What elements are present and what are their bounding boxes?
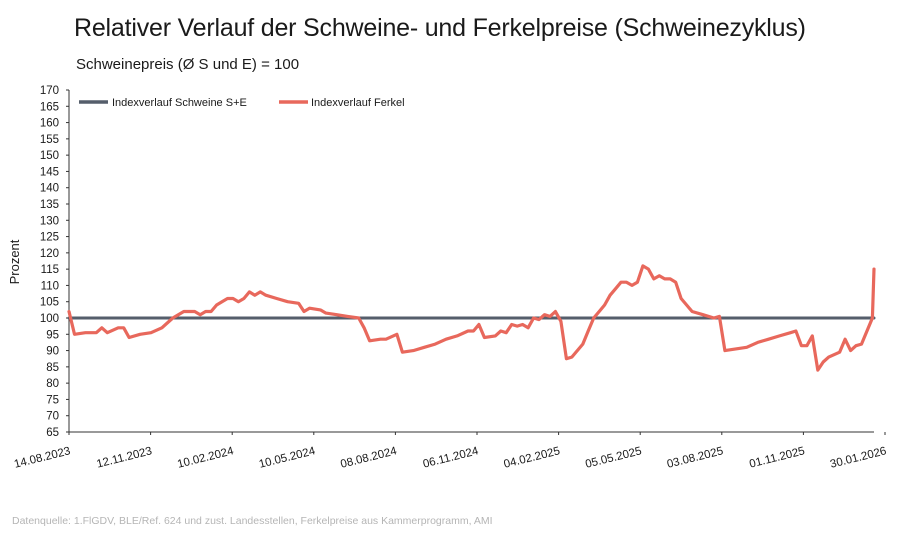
x-tick-label: 01.11.2025 [748, 445, 806, 470]
y-tick-label: 95 [46, 329, 59, 341]
y-tick-label: 100 [40, 313, 59, 325]
x-tick-label: 10.02.2024 [176, 445, 235, 471]
x-tick-label: 08.08.2024 [339, 445, 398, 471]
x-tick-label: 12.11.2023 [95, 445, 153, 470]
y-tick-label: 170 [40, 85, 59, 97]
legend-item: Indexverlauf Ferkel [279, 97, 405, 109]
x-tick-label: 06.11.2024 [422, 445, 481, 471]
y-tick-label: 155 [40, 134, 59, 146]
ferkel-index-line [67, 264, 876, 372]
y-tick-label: 65 [46, 427, 59, 439]
y-tick-label: 90 [46, 346, 59, 358]
y-tick-label: 115 [41, 264, 59, 276]
x-tick-label: 14.08.2023 [13, 445, 72, 471]
y-tick-label: 160 [40, 118, 59, 130]
y-tick-label: 105 [40, 297, 59, 309]
x-tick-label: 30.01.2026 [829, 445, 888, 471]
y-tick-label: 70 [46, 411, 59, 423]
y-tick-label: 85 [46, 362, 59, 374]
y-tick-label: 110 [41, 280, 59, 292]
chart-subtitle: Schweinepreis (Ø S und E) = 100 [76, 56, 300, 73]
x-tick-label: 10.05.2024 [258, 445, 317, 471]
y-tick-label: 150 [40, 150, 59, 162]
x-tick-label: 05.05.2025 [584, 445, 643, 471]
legend: Indexverlauf Schweine S+E Indexverlauf Fe… [79, 97, 405, 109]
legend-label: Indexverlauf Schweine S+E [112, 97, 247, 109]
y-tick-label: 135 [40, 199, 59, 211]
chart-title: Relativer Verlauf der Schweine- und Ferk… [74, 14, 806, 42]
y-tick-label: 80 [46, 378, 59, 390]
legend-label: Indexverlauf Ferkel [311, 97, 405, 109]
y-axis-label: Prozent [7, 239, 22, 284]
y-tick-label: 75 [46, 394, 59, 406]
y-tick-label: 130 [40, 215, 59, 227]
y-tick-label: 125 [40, 232, 59, 244]
x-axis: 14.08.2023 12.11.2023 10.02.2024 10.05.2024… [13, 431, 888, 471]
legend-item: Indexverlauf Schweine S+E [79, 97, 247, 109]
y-tick-label: 145 [40, 166, 59, 178]
x-tick-label: 03.08.2025 [666, 445, 725, 471]
x-tick-label: 04.02.2025 [503, 445, 562, 471]
y-tick-label: 120 [40, 248, 59, 260]
y-tick-label: 140 [40, 183, 59, 195]
y-axis: 65 70 75 80 85 90 95 100 105 110 115 120 125 130 135 14… [40, 85, 70, 439]
y-tick-label: 165 [40, 101, 59, 113]
plot-area [67, 264, 876, 372]
data-source-note: Datenquelle: 1.FlGDV, BLE/Ref. 624 und z… [12, 515, 493, 527]
